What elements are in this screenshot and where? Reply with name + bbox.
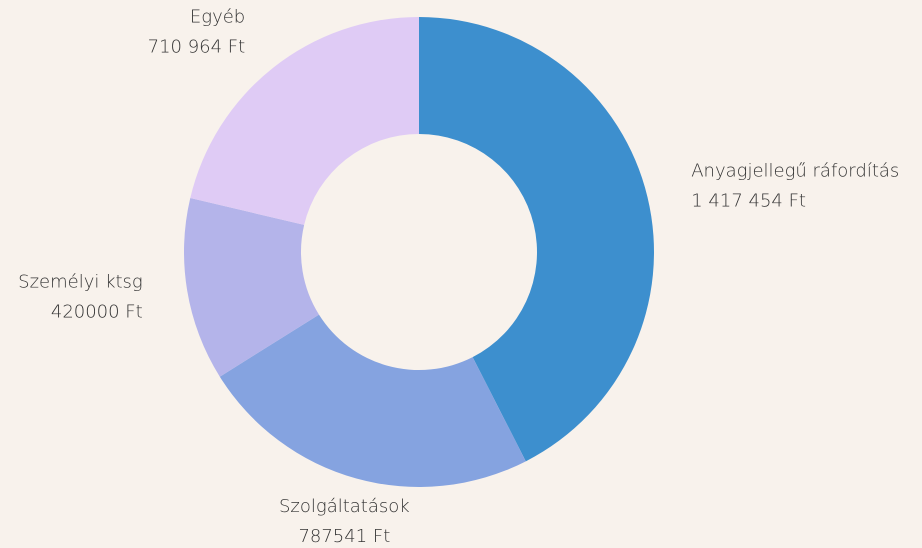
- donut-segment: [183, 198, 319, 377]
- segment-label: Személyi ktsg: [18, 272, 143, 293]
- segment-value-label: 787541 Ft: [298, 526, 390, 547]
- segment-value-label: 710 964 Ft: [148, 36, 246, 57]
- segment-label: Szolgáltatások: [279, 496, 410, 517]
- segment-value-label: 420000 Ft: [51, 302, 143, 323]
- donut-segment: [419, 17, 655, 462]
- donut-segment: [190, 16, 419, 225]
- segment-value-label: 1 417 454 Ft: [691, 191, 806, 212]
- segment-label: Egyéb: [190, 6, 245, 27]
- segment-label: Anyagjellegű ráfordítás: [691, 161, 899, 182]
- donut-segment: [219, 314, 526, 487]
